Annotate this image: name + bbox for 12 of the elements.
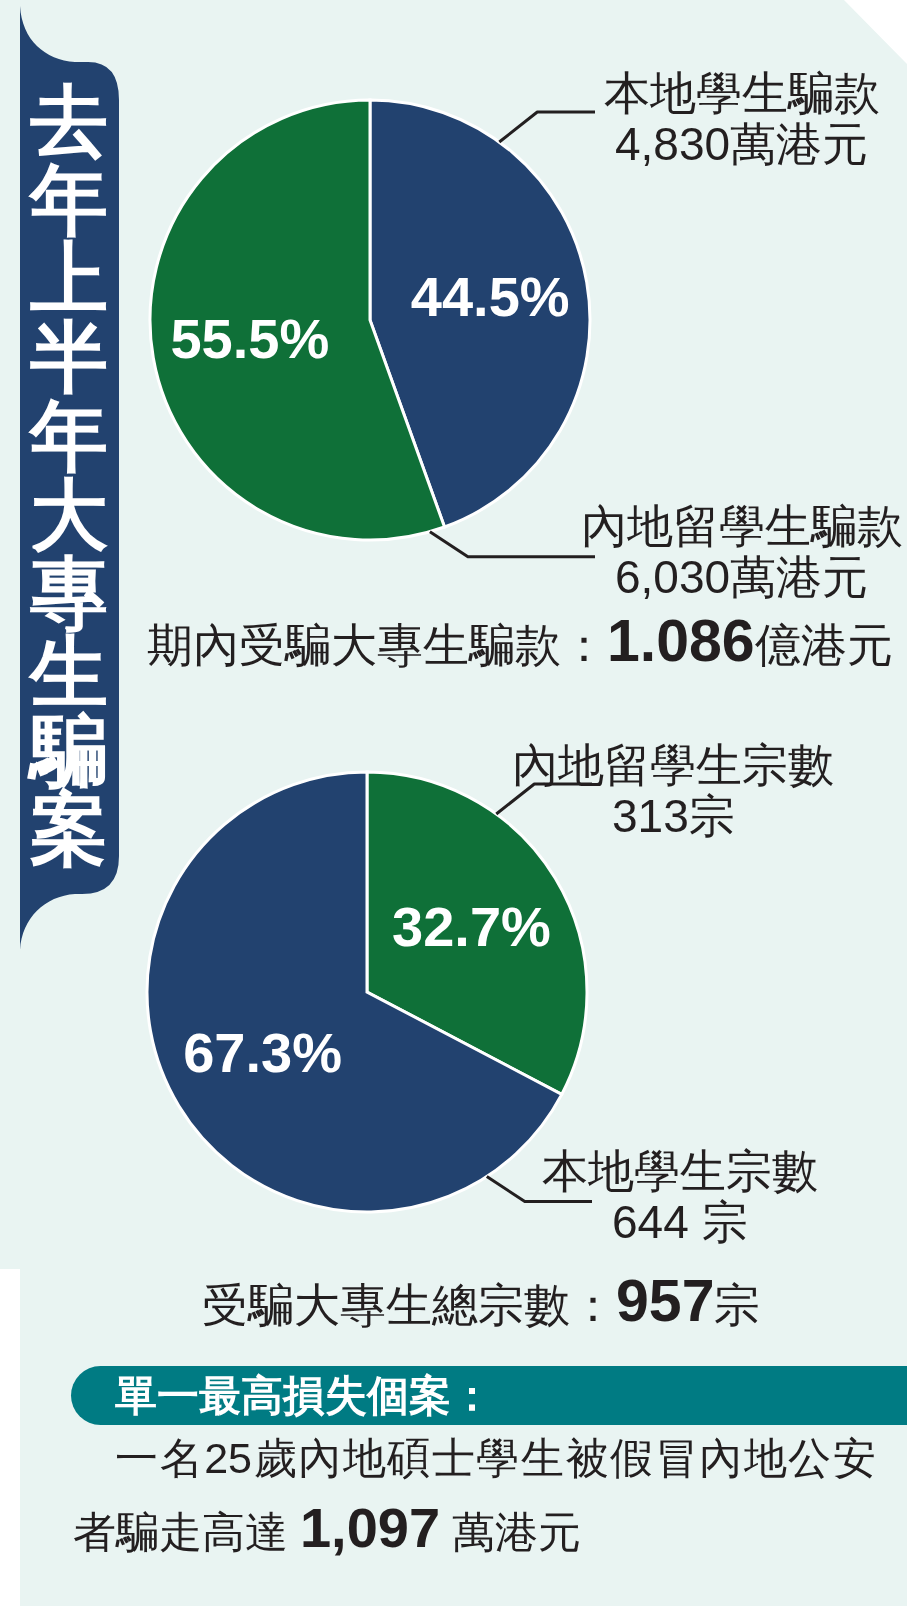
- data-label: 32.7%: [392, 894, 551, 958]
- slice-label: 本地學生宗數 644 宗: [541, 1145, 818, 1249]
- data-label: 55.5%: [170, 306, 330, 370]
- text: 一名25歲內地碩士學生被假冒內地公安者騙走高達 1,097 萬港元: [73, 1434, 877, 1559]
- text: 期內受騙大專生騙款：1.086億港元: [147, 608, 893, 674]
- slice-label: 內地留學生宗數 313宗: [512, 738, 835, 842]
- text: 受騙大專生總宗數：957宗: [202, 1268, 761, 1334]
- slice-label: 內地留學生騙款 6,030萬港元: [580, 500, 903, 604]
- text: 單一最高損失個案：: [115, 1371, 493, 1421]
- slice-label: 本地學生騙款 4,830萬港元: [603, 66, 880, 170]
- data-label: 67.3%: [183, 1021, 342, 1085]
- data-label: 44.5%: [410, 265, 570, 329]
